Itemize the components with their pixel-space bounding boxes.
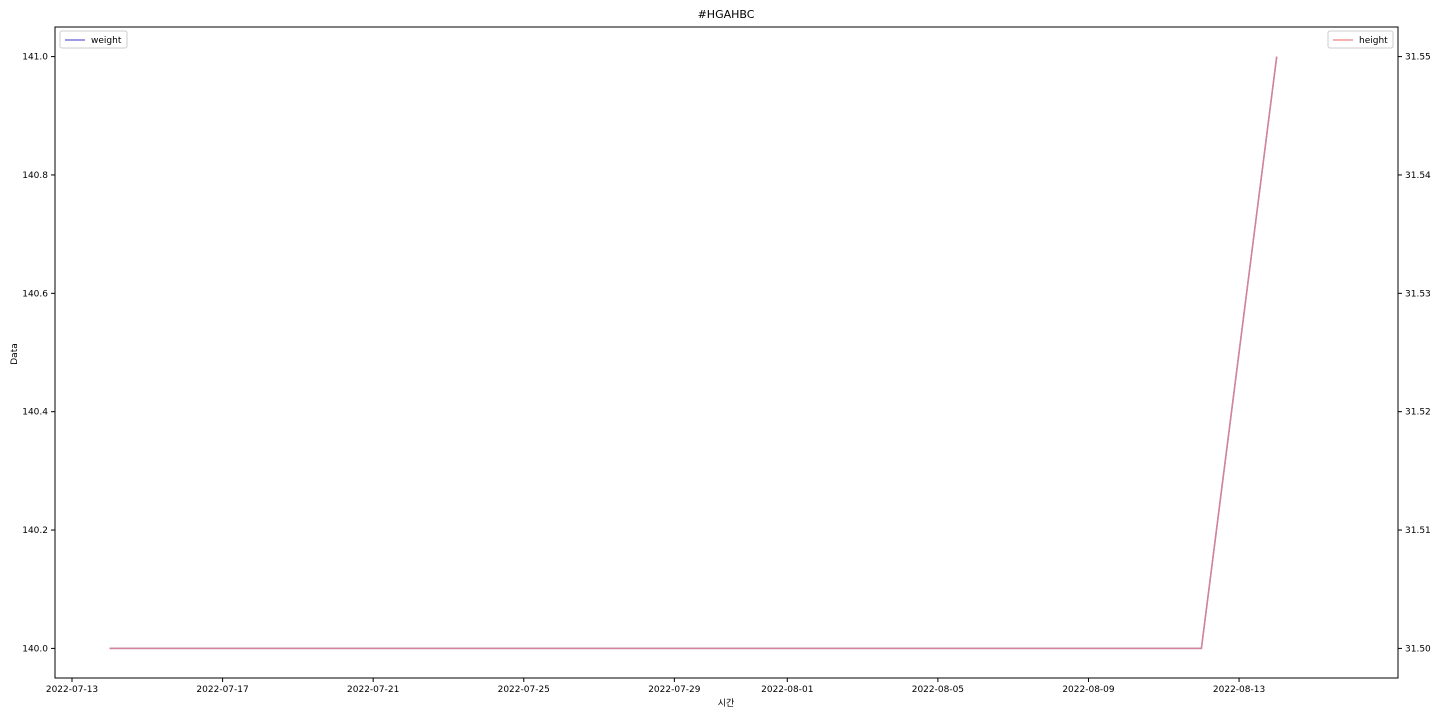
legend-right: height: [1327, 30, 1394, 49]
y-axis-label: Data: [10, 343, 20, 365]
right-y-tick-label: 31.54: [1405, 171, 1431, 181]
legend-box: [1327, 30, 1394, 49]
series-layer: [109, 56, 1278, 650]
x-tick-label: 2022-08-05: [912, 685, 964, 695]
x-tick-label: 2022-08-09: [1062, 685, 1115, 695]
right-y-tick-label: 31.53: [1405, 289, 1431, 299]
left-y-tick-label: 141.0: [22, 53, 48, 63]
right-y-tick-label: 31.52: [1405, 408, 1431, 418]
left-y-axis: 140.0 140.2 140.4 140.6 140.8 141.0: [22, 53, 55, 654]
x-axis: 2022-07-13 2022-07-17 2022-07-21 2022-07-25…: [46, 678, 1265, 695]
right-y-tick-label: 31.51: [1405, 526, 1431, 536]
legend-label: weight: [91, 36, 122, 46]
x-tick-label: 2022-07-29: [648, 685, 701, 695]
left-y-tick-label: 140.4: [22, 408, 48, 418]
right-y-tick-label: 31.50: [1405, 644, 1431, 654]
series-line-weight: [109, 56, 1278, 650]
plot-frame: [54, 26, 1399, 679]
legend-label: height: [1359, 36, 1388, 46]
x-tick-label: 2022-07-25: [498, 685, 550, 695]
left-y-tick-label: 140.2: [22, 526, 48, 536]
legend-left: weight: [59, 30, 128, 49]
x-axis-label: 시간: [718, 698, 735, 709]
chart-title: #HGAHBC: [698, 8, 755, 21]
right-y-tick-label: 31.55: [1405, 53, 1431, 63]
left-y-tick-label: 140.0: [22, 644, 48, 654]
left-y-tick-label: 140.8: [22, 171, 48, 181]
legend-box: [59, 30, 128, 49]
left-y-tick-label: 140.6: [22, 289, 48, 299]
series-line-height: [109, 56, 1278, 650]
x-tick-label: 2022-08-01: [761, 685, 813, 695]
x-tick-label: 2022-07-21: [347, 685, 399, 695]
x-tick-label: 2022-07-13: [46, 685, 98, 695]
right-y-axis: 31.50 31.51 31.52 31.53 31.54 31.55: [1398, 53, 1431, 654]
x-tick-label: 2022-07-17: [196, 685, 248, 695]
x-tick-label: 2022-08-13: [1213, 685, 1265, 695]
